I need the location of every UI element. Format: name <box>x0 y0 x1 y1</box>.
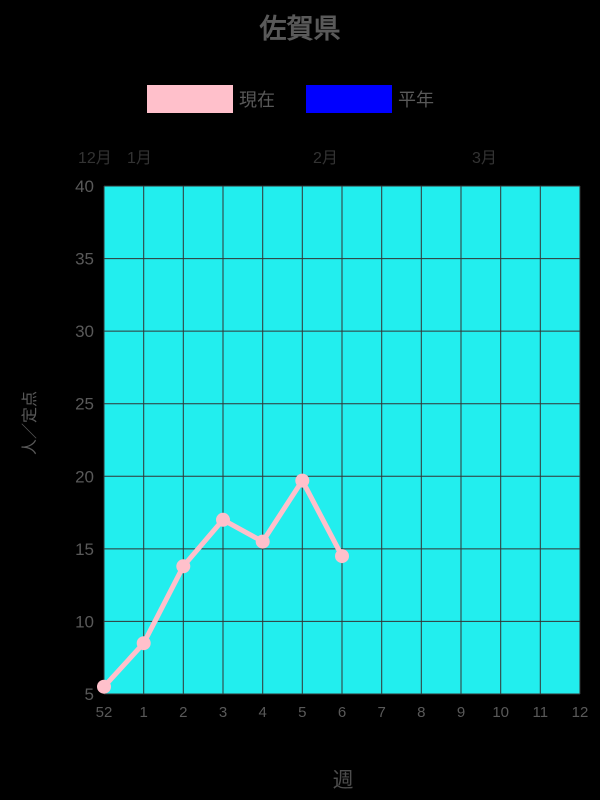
svg-text:1: 1 <box>140 704 148 721</box>
svg-text:7: 7 <box>378 704 386 721</box>
svg-text:3: 3 <box>219 704 227 721</box>
svg-text:現在: 現在 <box>239 90 275 110</box>
svg-text:平年: 平年 <box>398 90 434 110</box>
svg-text:5: 5 <box>298 704 306 721</box>
svg-text:10: 10 <box>75 612 94 631</box>
svg-text:15: 15 <box>75 540 94 559</box>
svg-text:4: 4 <box>259 704 267 721</box>
svg-text:9: 9 <box>457 704 465 721</box>
svg-text:2: 2 <box>179 704 187 721</box>
svg-text:30: 30 <box>75 322 94 341</box>
svg-text:8: 8 <box>417 704 425 721</box>
svg-text:2月: 2月 <box>313 150 338 167</box>
svg-text:6: 6 <box>338 704 346 721</box>
svg-text:佐賀県: 佐賀県 <box>259 14 341 44</box>
svg-text:12: 12 <box>572 704 589 721</box>
svg-text:25: 25 <box>75 395 94 414</box>
svg-text:40: 40 <box>75 177 94 196</box>
svg-text:10: 10 <box>492 704 509 721</box>
svg-text:人／定点: 人／定点 <box>21 391 39 455</box>
svg-text:1月: 1月 <box>127 150 152 167</box>
svg-text:週: 週 <box>333 769 354 792</box>
svg-text:20: 20 <box>75 467 94 486</box>
svg-text:5: 5 <box>85 685 94 704</box>
svg-text:3月: 3月 <box>472 150 497 167</box>
svg-text:52: 52 <box>96 704 113 721</box>
svg-text:12月: 12月 <box>78 150 112 167</box>
svg-text:35: 35 <box>75 250 94 269</box>
svg-text:11: 11 <box>533 704 549 721</box>
